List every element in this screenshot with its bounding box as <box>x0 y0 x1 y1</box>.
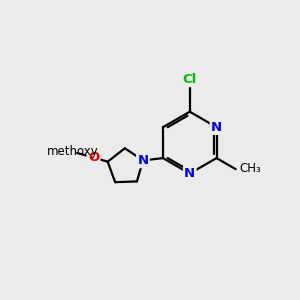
Text: CH₃: CH₃ <box>240 162 262 175</box>
Text: Cl: Cl <box>183 74 197 86</box>
Text: O: O <box>88 151 99 164</box>
Text: methoxy: methoxy <box>47 145 99 158</box>
Text: N: N <box>184 167 195 180</box>
Text: N: N <box>211 121 222 134</box>
Text: N: N <box>137 154 148 167</box>
